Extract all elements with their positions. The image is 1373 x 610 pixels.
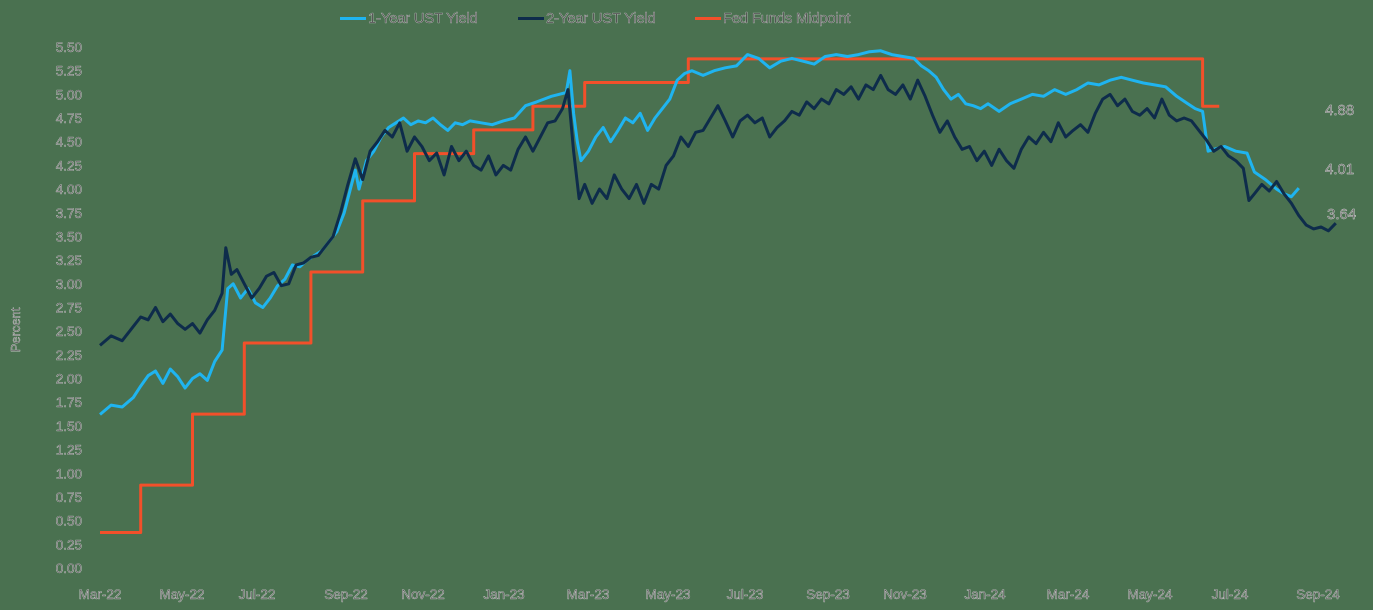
x-tick-label: Mar-22: [79, 587, 122, 602]
legend-item-1yr: 1-Year UST Yield: [340, 10, 518, 27]
y-tick-label: 1.50: [56, 419, 82, 434]
x-tick-label: Mar-23: [567, 587, 610, 602]
x-tick-label: Nov-22: [401, 587, 445, 602]
x-tick-label: Nov-23: [883, 587, 927, 602]
y-tick-label: 3.00: [56, 277, 82, 292]
y-tick-label: 0.00: [56, 561, 82, 576]
legend-label-fedfunds: Fed Funds Midpoint: [723, 10, 851, 27]
y-tick-label: 1.25: [56, 443, 82, 458]
y-tick-label: 1.75: [56, 395, 82, 410]
legend-label-2yr: 2-Year UST Yield: [546, 10, 656, 27]
x-tick-label: Mar-24: [1047, 587, 1090, 602]
legend-swatch-2yr: [518, 17, 544, 20]
x-tick-label: Jul-24: [1212, 587, 1249, 602]
x-tick-label: Jul-22: [239, 587, 276, 602]
x-tick-label: Jul-23: [727, 587, 764, 602]
x-tick-label: Jan-23: [483, 587, 524, 602]
y-tick-label: 2.50: [56, 324, 82, 339]
x-tick-label: May-22: [159, 587, 204, 602]
legend-swatch-fedfunds: [695, 17, 721, 20]
y-axis: 0.00 0.25 0.50 0.75 1.00 1.25 1.50 1.75 2.00 2.25…: [56, 40, 83, 576]
y-tick-label: 0.50: [56, 514, 82, 529]
series-line-fed-funds-midpoint: [100, 57, 1220, 534]
y-tick-label: 5.00: [56, 87, 82, 102]
x-tick-label: Sep-22: [324, 587, 368, 602]
y-tick-label: 2.75: [56, 301, 82, 316]
legend-label-1yr: 1-Year UST Yield: [368, 10, 478, 27]
y-axis-title: Percent: [8, 307, 23, 352]
y-tick-label: 2.25: [56, 348, 82, 363]
legend-item-fedfunds: Fed Funds Midpoint: [695, 10, 851, 27]
y-tick-label: 4.75: [56, 111, 82, 126]
legend-swatch-1yr: [340, 17, 366, 20]
chart-legend: 1-Year UST Yield 2-Year UST Yield Fed Fu…: [340, 10, 851, 27]
y-tick-label: 2.00: [56, 372, 82, 387]
y-tick-label: 4.50: [56, 135, 82, 150]
x-tick-label: May-23: [645, 587, 690, 602]
y-tick-label: 1.00: [56, 466, 82, 481]
series-line-2-year-ust-yield: [99, 73, 1337, 347]
y-tick-label: 5.50: [56, 40, 82, 55]
y-tick-label: 0.75: [56, 490, 82, 505]
y-tick-label: 4.25: [56, 158, 82, 173]
legend-item-2yr: 2-Year UST Yield: [518, 10, 695, 27]
plot-area: [99, 49, 1337, 534]
y-tick-label: 3.75: [56, 206, 82, 221]
y-tick-label: 3.25: [56, 253, 82, 268]
x-tick-label: Sep-23: [806, 587, 850, 602]
x-tick-label: Jan-24: [964, 587, 1006, 602]
end-label-1yr: 4.01: [1325, 161, 1354, 178]
y-tick-label: 5.25: [56, 64, 82, 79]
x-axis: Mar-22 May-22 Jul-22 Sep-22 Nov-22 Jan-23 Mar-…: [78, 587, 1340, 602]
y-tick-label: 0.25: [56, 537, 82, 552]
x-tick-label: May-24: [1127, 587, 1173, 602]
y-tick-label: 3.50: [56, 229, 82, 244]
end-label-2yr: 3.64: [1327, 206, 1356, 223]
y-tick-label: 4.00: [56, 182, 82, 197]
x-tick-label: Sep-24: [1296, 587, 1340, 602]
end-label-fed-funds: 4.88: [1325, 102, 1354, 119]
